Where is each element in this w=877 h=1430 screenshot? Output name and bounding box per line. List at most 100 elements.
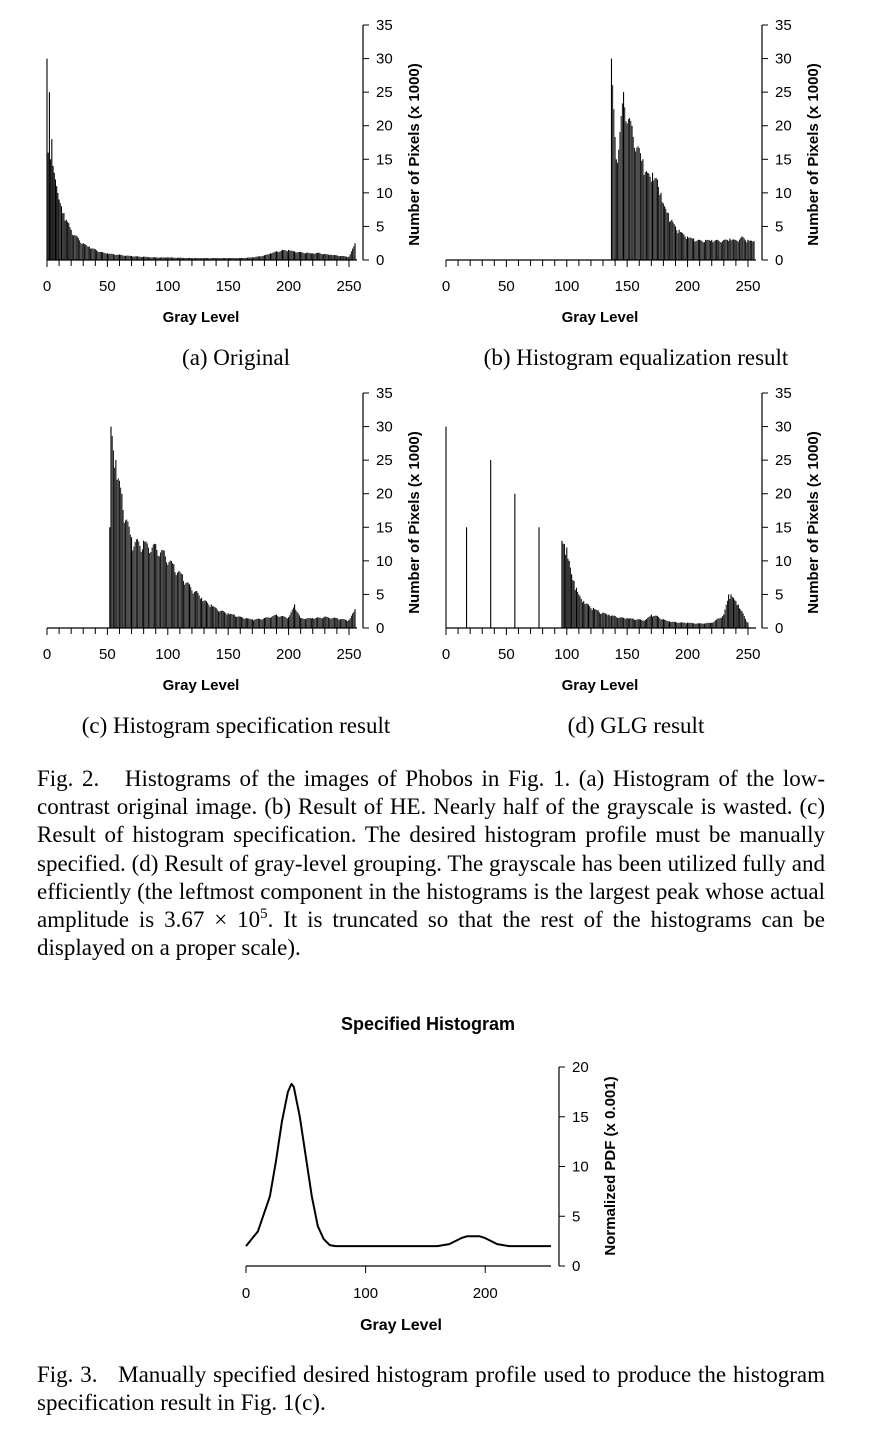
fig2-caption-math-base: 3.67 × 10 — [164, 907, 261, 933]
x-tick-label: 50 — [498, 278, 515, 295]
bars — [610, 58, 755, 260]
y-tick-label: 5 — [376, 586, 384, 603]
y-tick-label: 5 — [376, 218, 384, 235]
y-tick-label: 25 — [376, 84, 393, 101]
y-tick-label: 0 — [775, 620, 783, 637]
fig2-caption-math-exp: 5 — [260, 906, 268, 923]
y-tick-label: 10 — [775, 185, 792, 202]
histogram-panel-d: 0 50 100 150 200 250 Gray Level 0 5 10 15 20 25 30 35 N… — [442, 385, 822, 738]
x-tick-label: 100 — [155, 646, 180, 663]
panel-caption: (d) GLG result — [568, 713, 705, 738]
x-tick-label: 0 — [442, 646, 450, 663]
x-tick-label: 100 — [554, 278, 579, 295]
x-tick-label: 100 — [554, 646, 579, 663]
y-tick-label: 30 — [376, 51, 393, 68]
y-tick-label: 0 — [572, 1258, 580, 1275]
x-tick-label: 250 — [336, 646, 361, 663]
y-tick-label: 15 — [775, 519, 792, 536]
fig3-plot: Specified Histogram 0 100 200 Gray Level 0 5 10… — [242, 1014, 619, 1334]
x-tick-label: 250 — [735, 646, 760, 663]
y-tick-label: 10 — [376, 185, 393, 202]
x-tick-label: 0 — [242, 1285, 250, 1302]
y-tick-label: 30 — [775, 51, 792, 68]
y-tick-label: 30 — [775, 419, 792, 436]
fig2-caption-math: 3.67 × 105 — [164, 906, 268, 933]
x-tick-label: 100 — [155, 278, 180, 295]
y-tick-label: 20 — [775, 486, 792, 503]
y-axis-label: Number of Pixels (x 1000) — [805, 63, 822, 246]
y-tick-label: 20 — [572, 1059, 589, 1076]
x-tick-label: 0 — [43, 646, 51, 663]
x-tick-label: 0 — [43, 278, 51, 295]
y-tick-label: 0 — [376, 252, 384, 269]
y-tick-label: 15 — [376, 151, 393, 168]
histogram-panel-a: 0 50 100 150 200 250 Gray Level 0 5 10 15 20 25 30 35 N… — [43, 17, 423, 370]
x-tick-label: 150 — [216, 278, 241, 295]
y-tick-label: 0 — [376, 620, 384, 637]
fig2-caption: Fig. 2. Histograms of the images of Phob… — [37, 765, 825, 962]
x-tick-label: 150 — [615, 646, 640, 663]
histogram-panel-c: 0 50 100 150 200 250 Gray Level 0 5 10 15 20 25 30 35 N… — [43, 385, 423, 738]
y-tick-label: 5 — [572, 1208, 580, 1225]
x-axis-label: Gray Level — [360, 1317, 442, 1334]
x-axis-label: Gray Level — [163, 677, 240, 694]
y-tick-label: 25 — [775, 84, 792, 101]
bars — [109, 426, 356, 628]
x-axis-label: Gray Level — [562, 309, 639, 326]
x-tick-label: 200 — [675, 646, 700, 663]
x-tick-label: 150 — [216, 646, 241, 663]
x-tick-label: 50 — [99, 278, 116, 295]
fig3-caption-prefix: Fig. 3. — [37, 1362, 98, 1387]
y-tick-label: 20 — [775, 118, 792, 135]
fig3-title: Specified Histogram — [341, 1014, 515, 1034]
pdf-curve — [245, 1082, 551, 1248]
panel-caption: (b) Histogram equalization result — [484, 345, 789, 370]
y-tick-label: 35 — [376, 385, 393, 402]
fig3-caption-text: Manually specified desired histogram pro… — [37, 1362, 825, 1416]
histogram-panel-b: 0 50 100 150 200 250 Gray Level 0 5 10 15 20 25 30 35 N… — [442, 17, 822, 370]
panel-caption: (c) Histogram specification result — [82, 713, 391, 738]
x-tick-label: 250 — [735, 278, 760, 295]
y-tick-label: 15 — [775, 151, 792, 168]
y-tick-label: 30 — [376, 419, 393, 436]
panel-caption: (a) Original — [182, 345, 290, 370]
y-tick-label: 5 — [775, 218, 783, 235]
y-tick-label: 10 — [775, 553, 792, 570]
y-tick-label: 20 — [376, 118, 393, 135]
y-tick-label: 25 — [376, 452, 393, 469]
y-axis-label: Normalized PDF (x 0.001) — [602, 1076, 619, 1255]
x-axis-label: Gray Level — [562, 677, 639, 694]
y-tick-label: 25 — [775, 452, 792, 469]
y-tick-label: 10 — [572, 1159, 589, 1176]
x-tick-label: 100 — [353, 1285, 378, 1302]
fig2-caption-text-end: . It is truncated so that the rest of th… — [37, 907, 825, 961]
y-tick-label: 35 — [775, 17, 792, 34]
bars — [445, 426, 749, 628]
fig3-caption: Fig. 3. Manually specified desired histo… — [37, 1361, 825, 1417]
x-axis-label: Gray Level — [163, 309, 240, 326]
bars — [46, 58, 356, 260]
x-tick-label: 0 — [442, 278, 450, 295]
x-tick-label: 50 — [498, 646, 515, 663]
x-tick-label: 200 — [276, 278, 301, 295]
y-axis-label: Number of Pixels (x 1000) — [805, 431, 822, 614]
y-tick-label: 15 — [376, 519, 393, 536]
fig2-caption-prefix: Fig. 2. — [37, 766, 100, 791]
y-tick-label: 35 — [775, 385, 792, 402]
y-tick-label: 0 — [775, 252, 783, 269]
y-tick-label: 10 — [376, 553, 393, 570]
x-tick-label: 250 — [336, 278, 361, 295]
x-tick-label: 200 — [276, 646, 301, 663]
y-tick-label: 35 — [376, 17, 393, 34]
x-tick-label: 200 — [675, 278, 700, 295]
y-tick-label: 20 — [376, 486, 393, 503]
y-tick-label: 15 — [572, 1109, 589, 1126]
x-tick-label: 50 — [99, 646, 116, 663]
y-tick-label: 5 — [775, 586, 783, 603]
x-tick-label: 150 — [615, 278, 640, 295]
fig2-caption-text: Histograms of the images of Phobos in Fi… — [37, 766, 825, 933]
y-axis-label: Number of Pixels (x 1000) — [406, 431, 423, 614]
x-tick-label: 200 — [473, 1285, 498, 1302]
